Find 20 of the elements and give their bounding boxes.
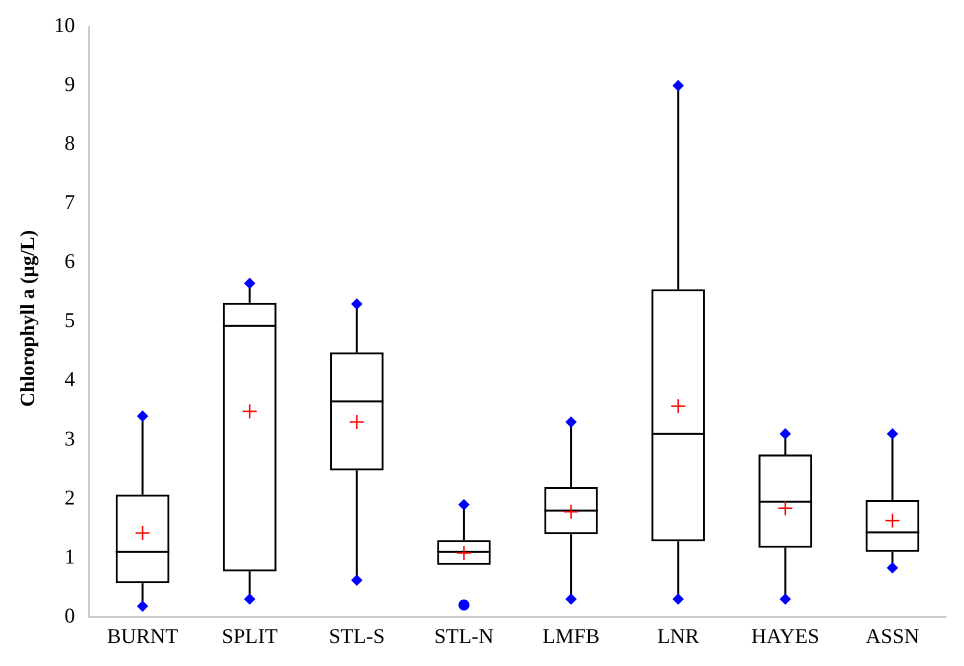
y-tick-label: 0 (64, 603, 75, 628)
y-tick-label: 8 (64, 131, 75, 156)
y-tick-label: 1 (64, 544, 75, 568)
y-tick-label: 9 (64, 72, 75, 96)
x-tick-label: ASSN (866, 624, 920, 648)
x-tick-label: LMFB (542, 624, 600, 648)
y-tick-label: 3 (64, 426, 75, 450)
y-tick-label: 7 (64, 190, 75, 214)
x-tick-label: STL-N (434, 624, 494, 648)
y-tick-label: 4 (64, 367, 76, 392)
x-tick-label: STL-S (328, 624, 385, 648)
x-tick-label: SPLIT (222, 624, 278, 648)
x-tick-label: BURNT (106, 624, 178, 648)
y-tick-label: 2 (64, 485, 75, 510)
x-tick-label: LNR (657, 624, 700, 648)
y-axis-title: Chlorophyll a (µg/L) (16, 230, 40, 406)
x-tick-label: HAYES (751, 624, 820, 648)
y-tick-label: 6 (64, 249, 75, 274)
y-tick-label: 10 (54, 13, 75, 38)
y-tick-label: 5 (64, 308, 75, 332)
